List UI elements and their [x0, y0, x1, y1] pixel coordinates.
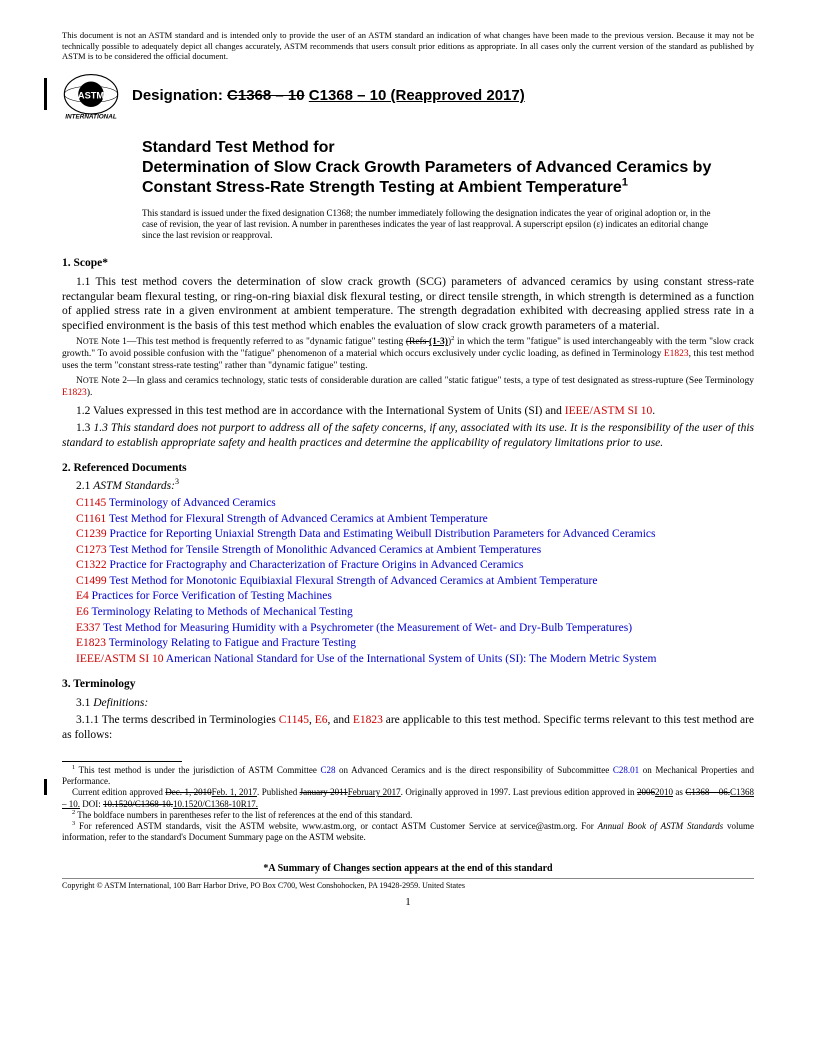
reference-item: C1499 Test Method for Monotonic Equibiax…	[76, 574, 754, 590]
section-2-head: 2. Referenced Documents	[62, 461, 754, 476]
ref-code[interactable]: IEEE/ASTM SI 10	[76, 653, 164, 665]
issuance-note: This standard is issued under the fixed …	[142, 208, 754, 242]
ref-title[interactable]: Terminology Relating to Fatigue and Frac…	[106, 637, 356, 649]
section-3-head: 3. Terminology	[62, 677, 754, 692]
reference-item: IEEE/ASTM SI 10 American National Standa…	[76, 652, 754, 668]
footnote-2: 2 The boldface numbers in parentheses re…	[62, 810, 754, 821]
ref-code[interactable]: E1823	[76, 637, 106, 649]
ref-title[interactable]: Test Method for Measuring Humidity with …	[100, 622, 632, 634]
ref-title[interactable]: Terminology of Advanced Ceramics	[106, 497, 276, 509]
astm-logo-icon: ASTM INTERNATIONAL	[62, 72, 120, 120]
reference-item: C1145 Terminology of Advanced Ceramics	[76, 496, 754, 512]
copyright-line: Copyright © ASTM International, 100 Barr…	[62, 878, 754, 891]
section-1-head: 1. Scope*	[62, 256, 754, 271]
ref-code[interactable]: C1322	[76, 559, 107, 571]
para-1-2: 1.2 Values expressed in this test method…	[62, 404, 754, 419]
ref-code[interactable]: C1273	[76, 544, 107, 556]
ref-title[interactable]: Test Method for Flexural Strength of Adv…	[106, 513, 488, 525]
ref-link[interactable]: E1823	[62, 388, 87, 398]
ref-title[interactable]: Practice for Reporting Uniaxial Strength…	[107, 528, 656, 540]
designation-old: C1368 – 10	[227, 87, 305, 104]
reference-item: C1161 Test Method for Flexural Strength …	[76, 512, 754, 528]
footnote-3: 3 For referenced ASTM standards, visit t…	[62, 821, 754, 844]
reference-item: E4 Practices for Force Verification of T…	[76, 589, 754, 605]
page-number: 1	[62, 895, 754, 909]
designation-header: ASTM INTERNATIONAL Designation: C1368 – …	[62, 72, 754, 120]
ref-title[interactable]: Practice for Fractography and Characteri…	[107, 559, 524, 571]
para-3-1-1: 3.1.1 The terms described in Terminologi…	[62, 713, 754, 743]
para-1-3: 1.3 1.3 This standard does not purport t…	[62, 421, 754, 451]
ref-link[interactable]: C28.01	[613, 765, 639, 775]
svg-text:ASTM: ASTM	[78, 90, 105, 100]
ref-title[interactable]: Practices for Force Verification of Test…	[89, 590, 332, 602]
designation-new: C1368 – 10 (Reapproved 2017)	[309, 87, 525, 104]
document-title: Standard Test Method forDetermination of…	[142, 138, 754, 198]
reference-item: C1273 Test Method for Tensile Strength o…	[76, 543, 754, 559]
note-1: NOTE Note 1—This test method is frequent…	[62, 337, 754, 373]
ref-title[interactable]: Terminology Relating to Methods of Mecha…	[89, 606, 353, 618]
header-disclaimer: This document is not an ASTM standard an…	[62, 30, 754, 62]
ref-title[interactable]: American National Standard for Use of th…	[164, 653, 657, 665]
ref-code[interactable]: E4	[76, 590, 89, 602]
para-2-1: 2.1 ASTM Standards:3	[62, 479, 754, 494]
ref-code[interactable]: E337	[76, 622, 100, 634]
reference-item: E6 Terminology Relating to Methods of Me…	[76, 605, 754, 621]
ref-title[interactable]: Test Method for Monotonic Equibiaxial Fl…	[107, 575, 598, 587]
ref-title[interactable]: Test Method for Tensile Strength of Mono…	[107, 544, 542, 556]
designation-text: Designation: C1368 – 10 C1368 – 10 (Reap…	[132, 86, 525, 106]
reference-item: E337 Test Method for Measuring Humidity …	[76, 621, 754, 637]
reference-item: E1823 Terminology Relating to Fatigue an…	[76, 636, 754, 652]
footnote-rule	[62, 761, 182, 762]
ref-code[interactable]: C1239	[76, 528, 107, 540]
ref-code[interactable]: C1499	[76, 575, 107, 587]
ref-code[interactable]: C1161	[76, 513, 106, 525]
ref-code[interactable]: C1145	[76, 497, 106, 509]
ref-link[interactable]: E1823	[664, 349, 689, 359]
ref-link[interactable]: E1823	[353, 714, 383, 726]
svg-text:INTERNATIONAL: INTERNATIONAL	[65, 113, 117, 119]
reference-item: C1239 Practice for Reporting Uniaxial St…	[76, 527, 754, 543]
reference-list: C1145 Terminology of Advanced CeramicsC1…	[76, 496, 754, 667]
para-3-1: 3.1 Definitions:	[62, 696, 754, 711]
change-bar-icon	[44, 78, 47, 110]
summary-note: *A Summary of Changes section appears at…	[62, 862, 754, 875]
ref-link[interactable]: C28	[320, 765, 335, 775]
ref-code[interactable]: E6	[76, 606, 89, 618]
footnote-1b: Current edition approved Dec. 1, 2010Feb…	[62, 787, 754, 810]
footnote-1: 1 This test method is under the jurisdic…	[62, 765, 754, 788]
para-1-1: 1.1 This test method covers the determin…	[62, 275, 754, 335]
ref-link[interactable]: IEEE/ASTM SI 10	[565, 405, 653, 417]
note-2: NOTE Note 2—In glass and ceramics techno…	[62, 376, 754, 400]
ref-link[interactable]: E6	[315, 714, 328, 726]
change-bar-icon	[44, 779, 47, 795]
ref-link[interactable]: C1145	[279, 714, 309, 726]
reference-item: C1322 Practice for Fractography and Char…	[76, 558, 754, 574]
